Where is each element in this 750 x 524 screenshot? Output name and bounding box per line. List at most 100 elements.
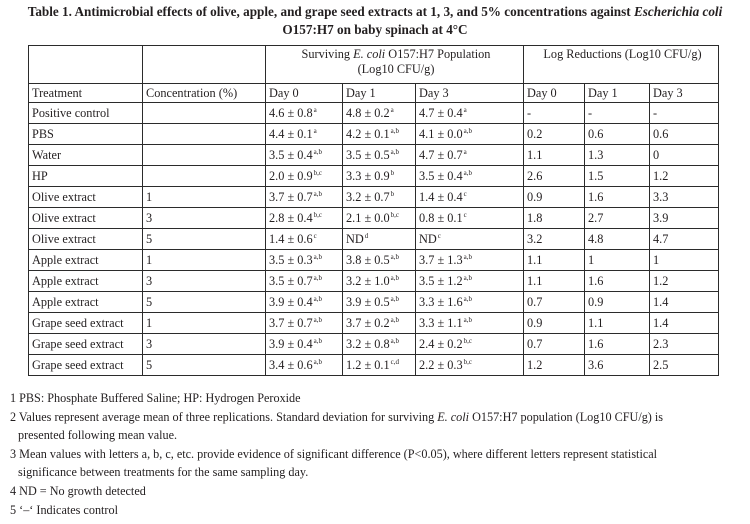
log-reduction-cell: 0.7 [523, 291, 585, 313]
surviving-population-cell: 3.7 ± 0.7a,b [265, 312, 343, 334]
log-reduction-cell: 3.9 [649, 207, 719, 229]
log-reduction-cell: 1.2 [649, 165, 719, 187]
surviving-population-cell: 3.5 ± 1.2a,b [415, 270, 524, 292]
significance-letters: a [313, 127, 317, 135]
surviving-population-cell: 3.3 ± 1.6a,b [415, 291, 524, 313]
surviving-population-cell: 0.8 ± 0.1c [415, 207, 524, 229]
column-header-row: Treatment Concentration (%) Day 0 Day 1 … [28, 83, 719, 103]
significance-letters: b,c [463, 337, 472, 345]
mean-value: 2.1 ± 0.0 [346, 211, 390, 225]
concentration-cell: 3 [142, 270, 266, 292]
significance-letters: a,b [390, 274, 399, 282]
log-reduction-cell: 3.3 [649, 186, 719, 208]
significance-letters: b [390, 169, 395, 177]
surviving-population-cell: 3.3 ± 0.9b [342, 165, 416, 187]
mean-value: 3.2 ± 1.0 [346, 274, 390, 288]
significance-letters: a,b [463, 127, 472, 135]
surviving-population-cell: 1.4 ± 0.6c [265, 228, 343, 250]
concentration-cell: 1 [142, 249, 266, 271]
log-reductions-header: Log Reductions (Log10 CFU/g) [523, 45, 719, 84]
treatment-cell: Grape seed extract [28, 354, 143, 376]
table-row: Apple extract 5 3.9 ± 0.4a,b 3.9 ± 0.5a,b 3.… [28, 291, 719, 313]
table-row: Apple extract 1 3.5 ± 0.3a,b 3.8 ± 0.5a,b 3.… [28, 249, 719, 271]
column-header: Day 3 [649, 83, 719, 103]
mean-value: 4.1 ± 0.0 [419, 127, 463, 141]
surviving-population-cell: 3.2 ± 0.7b [342, 186, 416, 208]
significance-letters: b,c [390, 211, 399, 219]
surviving-population-cell: 2.0 ± 0.9b,c [265, 165, 343, 187]
surviving-population-cell: 3.7 ± 0.7a,b [265, 186, 343, 208]
log-reduction-cell: 0 [649, 144, 719, 166]
surviving-population-cell: 3.5 ± 0.4a,b [265, 144, 343, 166]
surviving-population-cell: 3.2 ± 1.0a,b [342, 270, 416, 292]
table-row: Positive control 4.6 ± 0.8a 4.8 ± 0.2a 4.7 … [28, 102, 719, 124]
surviving-population-cell: 3.5 ± 0.4a,b [415, 165, 524, 187]
footnotes: 1 PBS: Phosphate Buffered Saline; HP: Hy… [10, 390, 740, 522]
mean-value: 3.2 ± 0.8 [346, 337, 390, 351]
significance-letters: a,b [313, 316, 322, 324]
log-reduction-cell: - [649, 102, 719, 124]
surviving-population-cell: 1.4 ± 0.4c [415, 186, 524, 208]
log-reduction-cell: 1.1 [523, 144, 585, 166]
mean-value: 4.2 ± 0.1 [346, 127, 390, 141]
significance-letters: c [463, 190, 467, 198]
column-header: Concentration (%) [142, 83, 266, 103]
surviving-population-cell: 3.5 ± 0.5a,b [342, 144, 416, 166]
treatment-cell: HP [28, 165, 143, 187]
log-reduction-cell: 0.9 [523, 312, 585, 334]
log-reduction-cell: 1.6 [584, 270, 650, 292]
footnote-5: 5 ‘–‘ Indicates control [10, 503, 118, 518]
significance-letters: a [463, 106, 467, 114]
significance-letters: a,b [313, 190, 322, 198]
significance-letters: a,b [390, 253, 399, 261]
surviving-population-cell: NDd [342, 228, 416, 250]
mean-value: 3.2 ± 0.7 [346, 190, 390, 204]
log-reduction-cell: 0.6 [649, 123, 719, 145]
results-table: Surviving E. coli O157:H7 Population (Log… [28, 45, 719, 376]
significance-letters: b,c [313, 169, 322, 177]
surviving-population-cell: 3.5 ± 0.7a,b [265, 270, 343, 292]
mean-value: 3.5 ± 0.4 [269, 148, 313, 162]
table-row: Water 3.5 ± 0.4a,b 3.5 ± 0.5a,b 4.7 ± 0.7a 1… [28, 144, 719, 166]
significance-letters: d [364, 232, 369, 240]
significance-letters: a,b [313, 148, 322, 156]
footnote-4: 4 ND = No growth detected [10, 484, 146, 499]
significance-letters: a,b [463, 316, 472, 324]
surviving-population-cell: 4.1 ± 0.0a,b [415, 123, 524, 145]
significance-letters: a,b [390, 127, 399, 135]
surviving-population-cell: 4.8 ± 0.2a [342, 102, 416, 124]
mean-value: 3.5 ± 1.2 [419, 274, 463, 288]
column-header: Treatment [28, 83, 143, 103]
significance-letters: a,b [390, 316, 399, 324]
treatment-cell: Apple extract [28, 270, 143, 292]
surviving-population-cell: 3.3 ± 1.1a,b [415, 312, 524, 334]
title-organism: Escherichia coli [633, 4, 723, 19]
log-reduction-cell: 1.4 [649, 291, 719, 313]
surviving-population-cell: 3.9 ± 0.4a,b [265, 333, 343, 355]
mean-value: 3.4 ± 0.6 [269, 358, 313, 372]
surviving-population-cell: 2.4 ± 0.2b,c [415, 333, 524, 355]
surviving-population-cell: NDc [415, 228, 524, 250]
concentration-cell: 5 [142, 291, 266, 313]
significance-letters: a,b [313, 295, 322, 303]
log-reduction-cell: 3.2 [523, 228, 585, 250]
mean-value: 4.7 ± 0.7 [419, 148, 463, 162]
significance-letters: c [313, 232, 317, 240]
log-reduction-cell: 1.1 [523, 249, 585, 271]
log-reduction-cell: 0.9 [523, 186, 585, 208]
surviving-population-cell: 3.7 ± 1.3a,b [415, 249, 524, 271]
surviving-population-header: Surviving E. coli O157:H7 Population (Log… [265, 45, 524, 84]
concentration-cell: 1 [142, 186, 266, 208]
significance-letters: a,b [313, 253, 322, 261]
log-reduction-cell: 1.2 [649, 270, 719, 292]
log-reduction-cell: 0.9 [584, 291, 650, 313]
log-reduction-cell: 1.2 [523, 354, 585, 376]
surviving-population-cell: 2.8 ± 0.4b,c [265, 207, 343, 229]
mean-value: 4.8 ± 0.2 [346, 106, 390, 120]
mean-value: 3.5 ± 0.3 [269, 253, 313, 267]
treatment-cell: Olive extract [28, 207, 143, 229]
surviving-population-cell: 4.4 ± 0.1a [265, 123, 343, 145]
concentration-cell: 5 [142, 354, 266, 376]
table-row: Grape seed extract 3 3.9 ± 0.4a,b 3.2 ± 0.8… [28, 333, 719, 355]
